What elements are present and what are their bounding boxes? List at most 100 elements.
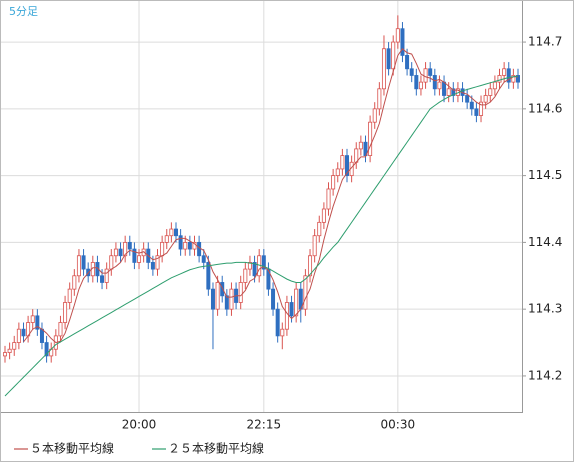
- candle-body: [479, 101, 484, 116]
- candle-body: [261, 255, 266, 270]
- candle-body: [483, 95, 488, 103]
- candle-body: [492, 81, 497, 90]
- candle-body: [169, 228, 174, 237]
- candle-body: [340, 155, 345, 170]
- candle-body: [312, 235, 317, 257]
- candle-body: [303, 275, 308, 310]
- candle-body: [284, 302, 289, 330]
- legend-label: ２５本移動平均線: [168, 441, 264, 456]
- candle-body: [72, 275, 77, 290]
- candle-body: [363, 141, 368, 156]
- candle-body: [127, 241, 132, 250]
- candle-body: [21, 328, 26, 337]
- chart-title: 5分足: [9, 5, 38, 18]
- candle-body: [206, 262, 211, 290]
- candle-body: [224, 295, 229, 310]
- candle-body: [3, 352, 8, 357]
- candle-body: [67, 288, 72, 303]
- candle-body: [358, 141, 363, 150]
- candle-body: [465, 95, 470, 103]
- candle-body: [76, 255, 81, 277]
- candle-body: [210, 288, 215, 310]
- candle-body: [58, 322, 63, 337]
- candle-body: [7, 348, 12, 353]
- candle-body: [294, 288, 299, 317]
- x-tick-label: 20:00: [122, 418, 157, 432]
- candle-body: [395, 28, 400, 43]
- candle-body: [335, 168, 340, 177]
- candle-body: [35, 315, 40, 330]
- candle-body: [155, 255, 160, 270]
- candle-body: [516, 75, 521, 83]
- candle-body: [405, 55, 410, 70]
- candle-body: [132, 248, 137, 263]
- y-tick-label: 114.2: [528, 368, 562, 382]
- candle-body: [197, 241, 202, 257]
- candle-body: [331, 175, 336, 190]
- candle-body: [368, 121, 373, 156]
- candle-body: [326, 188, 331, 210]
- candle-body: [442, 81, 447, 96]
- candle-body: [150, 262, 155, 270]
- candle-body: [243, 268, 248, 283]
- candle-body: [280, 328, 285, 337]
- candle-body: [386, 48, 391, 70]
- candle-body: [381, 48, 386, 90]
- candle-body: [30, 315, 35, 323]
- candle-body: [252, 262, 257, 277]
- candle-body: [100, 275, 105, 283]
- candle-body: [321, 208, 326, 223]
- candle-body: [183, 241, 188, 250]
- candle-body: [344, 155, 349, 177]
- candle-body: [63, 302, 68, 323]
- y-tick-label: 114.4: [528, 235, 562, 249]
- candle-body: [238, 282, 243, 303]
- candle-body: [428, 68, 433, 76]
- candle-body: [391, 41, 396, 70]
- candle-body: [432, 75, 437, 90]
- y-tick-label: 114.3: [528, 302, 562, 316]
- candle-body: [502, 68, 507, 76]
- x-tick-label: 22:15: [247, 418, 282, 432]
- candle-body: [289, 302, 294, 317]
- candle-body: [16, 328, 21, 343]
- candle-body: [377, 88, 382, 110]
- candle-body: [437, 81, 442, 90]
- y-tick-label: 114.6: [528, 101, 562, 115]
- candle-body: [81, 255, 86, 270]
- candle-body: [400, 28, 405, 56]
- candle-body: [164, 235, 169, 243]
- candle-body: [187, 241, 192, 250]
- candle-body: [201, 255, 206, 263]
- candle-body: [173, 228, 178, 237]
- candle-body: [451, 88, 456, 96]
- candle-body: [511, 75, 516, 83]
- candle-body: [423, 68, 428, 83]
- candle-body: [113, 248, 118, 257]
- candle-body: [118, 248, 123, 257]
- candle-body: [418, 81, 423, 90]
- candle-body: [409, 68, 414, 76]
- candle-body: [317, 221, 322, 237]
- candle-body: [160, 241, 165, 257]
- candle-body: [178, 235, 183, 250]
- candle-body: [474, 108, 479, 116]
- candle-body: [266, 268, 271, 290]
- candle-body: [229, 288, 234, 310]
- candle-body: [12, 342, 17, 350]
- candle-body: [44, 342, 49, 357]
- legend-label: ５本移動平均線: [30, 441, 114, 456]
- candle-body: [109, 255, 114, 270]
- y-tick-label: 114.7: [528, 35, 562, 49]
- candle-body: [497, 75, 502, 83]
- ma-line: [23, 48, 518, 344]
- candle-body: [469, 101, 474, 110]
- candle-body: [271, 288, 276, 310]
- candle-body: [372, 108, 377, 123]
- candle-body: [123, 241, 128, 257]
- candle-body: [414, 75, 419, 90]
- candle-body: [104, 268, 109, 283]
- ma-line: [4, 75, 519, 397]
